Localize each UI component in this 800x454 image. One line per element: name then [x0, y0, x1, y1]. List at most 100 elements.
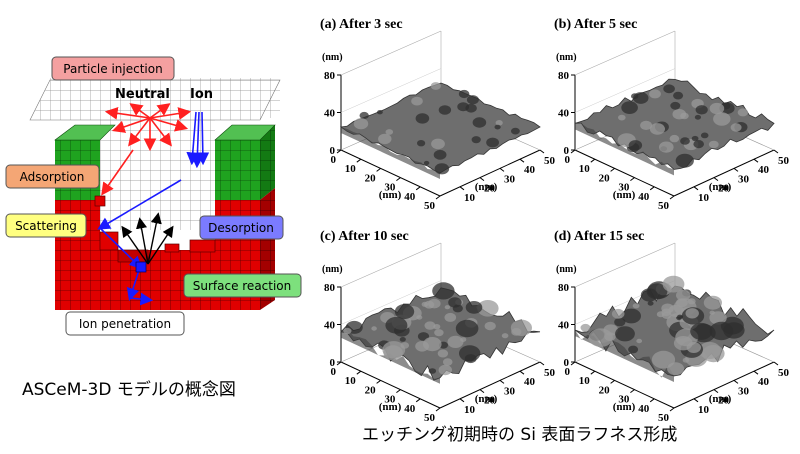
x-tick-label: 30: [384, 182, 396, 194]
roughness-caption: エッチング初期時の Si 表面ラフネス形成: [362, 425, 677, 445]
x-tick-label: 0: [565, 154, 571, 166]
x-tick-label: 0: [565, 366, 571, 378]
model-diagram: Particle injection Neutral Ion Adsorptio…: [5, 56, 302, 400]
label-adsorption: Adsorption: [5, 164, 100, 189]
z-tick-label: 40: [324, 320, 336, 332]
z-tick-label: 80: [324, 70, 336, 82]
neutral-arrows: [101, 103, 192, 196]
y-tick-label: 40: [524, 376, 536, 388]
label-scattering: Scattering: [5, 213, 87, 238]
y-axis-unit: (nm): [475, 181, 498, 193]
x-tick-label: 40: [638, 191, 650, 203]
right-mask-front: [215, 140, 260, 200]
surface-reaction-label: Surface reaction: [193, 279, 292, 293]
y-tick-label: 20: [718, 183, 730, 195]
z-tick-label: 40: [558, 108, 570, 120]
y-tick-label: 10: [464, 192, 476, 204]
adsorption-label: Adsorption: [20, 170, 85, 184]
roughness-panel-4: (d) After 15 sec (nm) 0 40 80 0 10 20 30 40 50 (nm)…: [554, 229, 790, 424]
panel-title: (c) After 10 sec: [320, 229, 409, 244]
y-tick-label: 10: [698, 404, 710, 416]
x-tick-label: 50: [424, 412, 436, 424]
scattering-label: Scattering: [15, 219, 77, 233]
particle-injection-label: Particle injection: [63, 62, 162, 76]
x-tick-label: 0: [331, 154, 337, 166]
y-tick-label: 30: [738, 385, 750, 397]
x-tick-label: 30: [384, 394, 396, 406]
y-tick-label: 20: [484, 395, 496, 407]
x-tick-label: 40: [404, 191, 416, 203]
label-surface-reaction: Surface reaction: [183, 273, 302, 298]
y-axis-unit: (nm): [709, 393, 732, 405]
y-tick-label: 30: [504, 173, 516, 185]
y-tick-label: 30: [504, 385, 516, 397]
y-tick-label: 20: [484, 183, 496, 195]
panel-title: (d) After 15 sec: [554, 229, 644, 244]
x-tick-label: 20: [365, 384, 377, 396]
y-tick-label: 10: [464, 404, 476, 416]
label-ion-penetration: Ion penetration: [65, 311, 185, 336]
label-desorption: Desorption: [199, 215, 284, 240]
ion-particle: [135, 261, 147, 273]
y-tick-label: 20: [718, 395, 730, 407]
y-tick-label: 50: [544, 367, 556, 379]
x-tick-label: 30: [618, 394, 630, 406]
x-axis-unit: (nm): [379, 189, 402, 201]
z-tick-label: 80: [324, 282, 336, 294]
y-axis-unit: (nm): [475, 393, 498, 405]
void-region: [100, 120, 215, 230]
x-axis-unit: (nm): [613, 401, 636, 413]
z-tick-label: 0: [564, 145, 570, 157]
right-mask-side: [260, 125, 275, 200]
ion-label: Ion: [190, 87, 213, 102]
x-tick-label: 10: [579, 375, 591, 387]
x-tick-label: 50: [658, 412, 670, 424]
z-tick-label: 0: [564, 357, 570, 369]
y-axis-unit: (nm): [709, 181, 732, 193]
z-tick-label: 80: [558, 70, 570, 82]
model-diagram-title: ASCeM-3D モデルの概念図: [22, 379, 236, 400]
surface-mesh: [339, 82, 541, 174]
y-tick-label: 40: [524, 164, 536, 176]
y-tick-label: 30: [738, 173, 750, 185]
x-tick-label: 20: [365, 172, 377, 184]
ion-penetration-label: Ion penetration: [79, 317, 171, 331]
z-axis-unit: (nm): [556, 264, 577, 275]
y-tick-label: 50: [778, 367, 790, 379]
z-axis-unit: (nm): [322, 52, 343, 63]
x-tick-label: 20: [599, 384, 611, 396]
x-tick-label: 40: [638, 403, 650, 415]
x-tick-label: 50: [424, 200, 436, 212]
y-tick-label: 40: [758, 376, 770, 388]
z-axis-unit: (nm): [322, 264, 343, 275]
x-axis-unit: (nm): [379, 401, 402, 413]
y-tick-label: 50: [778, 155, 790, 167]
y-tick-label: 10: [698, 192, 710, 204]
roughness-panel-3: (c) After 10 sec (nm) 0 40 80 0 10 20 30 40 50 (nm)…: [320, 229, 556, 424]
x-tick-label: 10: [579, 163, 591, 175]
adsorbed-particle: [94, 195, 106, 207]
z-axis-unit: (nm): [556, 52, 577, 63]
x-tick-label: 10: [345, 163, 357, 175]
panel-title: (b) After 5 sec: [554, 17, 637, 32]
panel-title: (a) After 3 sec: [320, 17, 403, 32]
x-tick-label: 30: [618, 182, 630, 194]
z-tick-label: 40: [324, 108, 336, 120]
y-tick-label: 40: [758, 164, 770, 176]
z-tick-label: 80: [558, 282, 570, 294]
x-tick-label: 0: [331, 366, 337, 378]
x-axis-unit: (nm): [613, 189, 636, 201]
y-tick-label: 50: [544, 155, 556, 167]
neutral-label: Neutral: [115, 87, 170, 102]
label-particle-injection: Particle injection: [51, 56, 175, 81]
x-tick-label: 10: [345, 375, 357, 387]
right-mask-top: [214, 124, 276, 141]
x-tick-label: 20: [599, 172, 611, 184]
ion-arrows: [97, 111, 210, 306]
x-tick-label: 50: [658, 200, 670, 212]
z-tick-label: 0: [330, 357, 336, 369]
